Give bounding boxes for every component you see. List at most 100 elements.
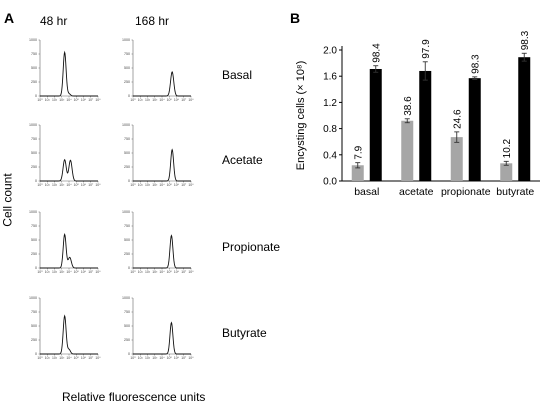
hist-curve xyxy=(133,148,191,182)
bar-ytick-label: 2.0 xyxy=(323,46,337,57)
hist-xtick-label: 10¹ xyxy=(45,356,51,360)
hist-xtick-label: 10¹ xyxy=(138,183,144,187)
bar-data-label: 97.9 xyxy=(421,39,432,59)
hist-xtick-label: 10⁴ xyxy=(159,356,165,360)
hist-xtick-label: 10⁰ xyxy=(130,270,136,274)
hist-xtick-label: 10⁷ xyxy=(181,270,187,274)
bar-chart: 0.0 0.4 0.8 1.2 1.6 2.0 Encysting cells (× 10⁸… xyxy=(295,30,540,198)
hist-ytick-label: 750 xyxy=(124,52,130,56)
hist-xtick-label: 10³ xyxy=(59,356,65,360)
bar-data-label: 10.2 xyxy=(502,138,513,158)
hist-xtick-label: 10⁸ xyxy=(95,183,101,187)
hist-ytick-label: 250 xyxy=(124,80,130,84)
bar-ytick-label: 0.4 xyxy=(323,150,337,161)
bar-data-label: 38.6 xyxy=(403,96,414,116)
hist-xtick-label: 10⁵ xyxy=(74,183,80,187)
hist-xtick-label: 10¹ xyxy=(45,270,51,274)
hist-ytick-label: 0 xyxy=(128,266,130,270)
hist-ytick-label: 500 xyxy=(31,324,37,328)
hist-ytick-label: 250 xyxy=(31,165,37,169)
hist-xtick-label: 10⁶ xyxy=(81,183,87,187)
bar-ytick-label: 0.8 xyxy=(323,124,337,135)
hist-xtick-label: 10² xyxy=(52,183,58,187)
hist-ytick-label: 500 xyxy=(124,238,130,242)
hist-xtick-label: 10² xyxy=(52,270,58,274)
bar-propionate-series2 xyxy=(468,78,481,181)
hist-xtick-label: 10⁸ xyxy=(188,98,194,102)
hist-ytick-label: 1000 xyxy=(29,210,37,214)
bar-ytick-label: 0.0 xyxy=(323,177,337,188)
row-label-basal: Basal xyxy=(222,68,253,82)
hist-xtick-label: 10⁰ xyxy=(37,356,43,360)
hist-curve xyxy=(40,232,98,269)
bar-category-label: butyrate xyxy=(496,186,534,198)
hist-ytick-label: 0 xyxy=(128,352,130,356)
hist-xtick-label: 10⁶ xyxy=(81,98,87,102)
errorbar-basal-series1 xyxy=(355,162,361,169)
hist-xtick-label: 10⁰ xyxy=(37,183,43,187)
hist-xtick-label: 10⁵ xyxy=(167,356,173,360)
hist-ytick-label: 500 xyxy=(124,151,130,155)
hist-xtick-label: 10⁴ xyxy=(159,270,165,274)
hist-xtick-label: 10³ xyxy=(152,270,158,274)
hist-xtick-label: 10⁴ xyxy=(159,183,165,187)
hist-ytick-label: 1000 xyxy=(122,210,130,214)
hist-xtick-label: 10⁴ xyxy=(66,356,72,360)
hist-xtick-label: 10⁷ xyxy=(88,98,94,102)
hist-xtick-label: 10³ xyxy=(152,356,158,360)
errorbar-acetate-series2 xyxy=(422,61,428,81)
hist-xtick-label: 10⁴ xyxy=(66,183,72,187)
hist-xtick-label: 10⁶ xyxy=(81,356,87,360)
hist-xtick-label: 10⁸ xyxy=(188,270,194,274)
hist-xtick-label: 10¹ xyxy=(138,356,144,360)
hist-ytick-label: 500 xyxy=(31,66,37,70)
hist-xtick-label: 10⁵ xyxy=(167,183,173,187)
hist-ytick-label: 750 xyxy=(31,52,37,56)
hist-xtick-label: 10⁷ xyxy=(88,183,94,187)
hist-xtick-label: 10⁶ xyxy=(174,270,180,274)
bar-category-label: basal xyxy=(354,186,379,198)
hist-ytick-label: 250 xyxy=(124,252,130,256)
hist-ytick-label: 0 xyxy=(35,352,37,356)
hist-xtick-label: 10¹ xyxy=(45,98,51,102)
col-header-168hr: 168 hr xyxy=(135,14,170,28)
hist-ytick-label: 750 xyxy=(124,137,130,141)
hist-xtick-label: 10³ xyxy=(59,183,65,187)
bar-ytick-label: 1.6 xyxy=(323,72,337,83)
hist-xtick-label: 10⁶ xyxy=(174,356,180,360)
hist-xtick-label: 10⁷ xyxy=(181,183,187,187)
row-label-acetate: Acetate xyxy=(222,153,263,167)
hist-ytick-label: 250 xyxy=(31,252,37,256)
hist-xtick-label: 10⁸ xyxy=(188,356,194,360)
bar-butyrate-series1 xyxy=(500,163,513,181)
hist-xtick-label: 10¹ xyxy=(138,98,144,102)
hist-ytick-label: 0 xyxy=(128,94,130,98)
hist-ytick-label: 500 xyxy=(31,238,37,242)
hist-xtick-label: 10⁸ xyxy=(95,98,101,102)
hist-xtick-label: 10⁸ xyxy=(95,356,101,360)
hist-xtick-label: 10⁷ xyxy=(181,356,187,360)
hist-xtick-label: 10⁶ xyxy=(81,270,87,274)
hist-ytick-label: 250 xyxy=(31,80,37,84)
errorbar-propionate-series2 xyxy=(472,76,478,80)
hist-xtick-label: 10² xyxy=(145,98,151,102)
hist-ytick-label: 750 xyxy=(124,310,130,314)
errorbar-propionate-series1 xyxy=(454,131,460,143)
hist-xtick-label: 10⁵ xyxy=(74,356,80,360)
hist-ytick-label: 0 xyxy=(128,179,130,183)
bar-data-label: 98.3 xyxy=(520,30,531,50)
bar-ytick-label: 1.2 xyxy=(323,98,337,109)
bar-basal-series1 xyxy=(351,165,364,181)
hist-xtick-label: 10⁰ xyxy=(37,270,43,274)
hist-xtick-label: 10³ xyxy=(152,183,158,187)
hist-ytick-label: 0 xyxy=(35,266,37,270)
errorbar-acetate-series1 xyxy=(404,118,410,124)
hist-xtick-label: 10² xyxy=(145,270,151,274)
hist-xtick-label: 10¹ xyxy=(45,183,51,187)
hist-ytick-label: 750 xyxy=(31,224,37,228)
